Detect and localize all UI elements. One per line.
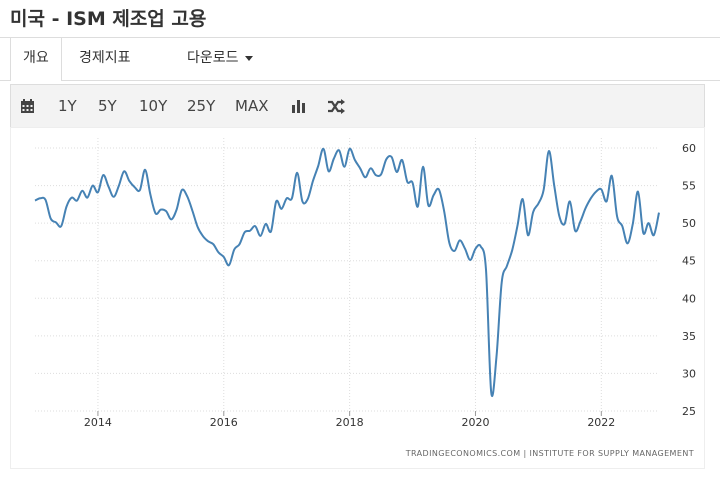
- range-max-button[interactable]: MAX: [235, 97, 269, 115]
- series-line: [34, 147, 660, 397]
- page-title: 미국 - ISM 제조업 고용: [10, 8, 207, 30]
- range-10y-button[interactable]: 10Y: [139, 97, 168, 115]
- y-tick-label: 55: [682, 180, 696, 193]
- bar-chart-icon: [292, 100, 305, 113]
- y-tick-label: 35: [682, 330, 696, 343]
- range-25y-button[interactable]: 25Y: [187, 97, 216, 115]
- x-tick-label: 2018: [336, 416, 364, 429]
- tab-indicators[interactable]: 경제지표: [79, 38, 131, 80]
- y-tick-label: 50: [682, 217, 696, 230]
- tab-download[interactable]: 다운로드: [187, 38, 253, 80]
- y-tick-label: 40: [682, 292, 696, 305]
- tab-download-label: 다운로드: [187, 50, 239, 66]
- line-chart: 25 30 35 40 45 50 55 60 2014 2016 2018 2020 2022 TR…: [34, 138, 696, 458]
- x-tick-label: 2014: [84, 416, 112, 429]
- chart-type-button[interactable]: [291, 85, 306, 127]
- shuffle-icon: [328, 99, 345, 114]
- y-tick-label: 30: [682, 367, 696, 380]
- chevron-down-icon: [244, 55, 253, 61]
- chart-toolbar: 1Y 5Y 10Y 25Y MAX: [10, 84, 705, 128]
- chart-source: TRADINGECONOMICS.COM | INSTITUTE FOR SUP…: [405, 449, 694, 458]
- calendar-icon: [21, 99, 34, 113]
- chart-container: 25 30 35 40 45 50 55 60 2014 2016 2018 2020 2022 TR…: [10, 127, 705, 469]
- y-tick-label: 60: [682, 142, 696, 155]
- tab-bar: 개요 경제지표 다운로드: [0, 37, 720, 81]
- tab-indicators-label: 경제지표: [79, 50, 131, 66]
- x-tick-label: 2016: [210, 416, 238, 429]
- tab-overview-label: 개요: [23, 50, 49, 66]
- range-1y-button[interactable]: 1Y: [58, 97, 77, 115]
- x-tick-label: 2022: [587, 416, 615, 429]
- compare-button[interactable]: [327, 85, 345, 127]
- y-tick-label: 45: [682, 255, 696, 268]
- calendar-button[interactable]: [20, 85, 35, 127]
- x-tick-label: 2020: [461, 416, 489, 429]
- y-tick-label: 25: [682, 405, 696, 418]
- tab-overview[interactable]: 개요: [10, 38, 62, 81]
- range-5y-button[interactable]: 5Y: [98, 97, 117, 115]
